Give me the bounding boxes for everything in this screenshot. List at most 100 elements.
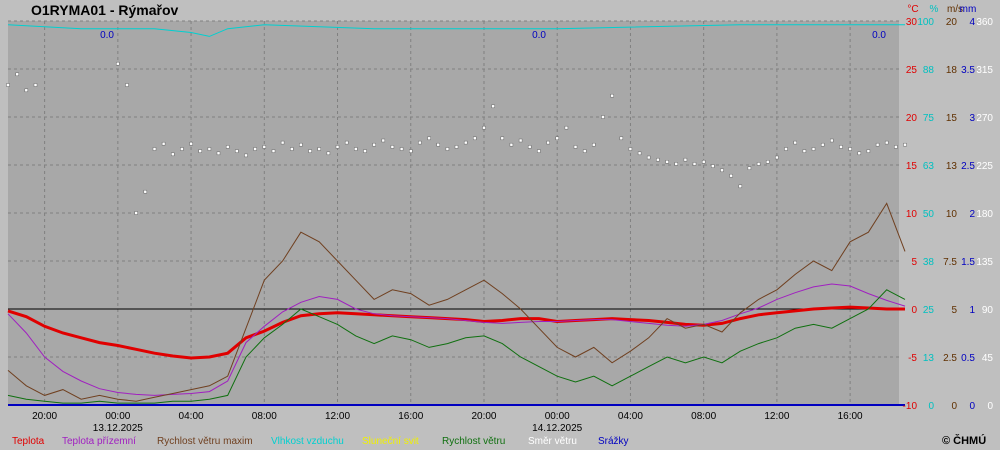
wind-direction-point bbox=[216, 151, 221, 156]
wind-direction-point bbox=[527, 145, 532, 149]
wind-direction-point bbox=[509, 142, 514, 147]
wind-direction-point bbox=[491, 104, 495, 109]
wind-direction-point bbox=[354, 147, 358, 151]
x-tick-label: 08:00 bbox=[252, 411, 277, 422]
wind-direction-point bbox=[125, 83, 129, 87]
legend: Teplota Teplota přízemní Rychlost větru ma… bbox=[12, 436, 629, 447]
y-tick-label: 0 bbox=[911, 305, 917, 316]
y-tick-label: 10 bbox=[946, 209, 958, 220]
wind-direction-point bbox=[299, 142, 303, 147]
y-tick-label: 18 bbox=[946, 65, 958, 76]
x-tick-label: 20:00 bbox=[32, 411, 57, 422]
wind-direction-point bbox=[6, 83, 10, 87]
wind-direction-point bbox=[152, 147, 157, 151]
wind-direction-point bbox=[482, 125, 486, 130]
y-tick-label: 7.5 bbox=[943, 257, 957, 268]
wind-direction-point bbox=[555, 136, 559, 141]
legend-item: Rychlost větru maxim bbox=[157, 436, 253, 447]
y-axis-unit: mm bbox=[960, 4, 977, 15]
wind-direction-point bbox=[875, 142, 880, 147]
wind-direction-point bbox=[564, 125, 569, 130]
wind-direction-point bbox=[656, 157, 660, 162]
wind-direction-point bbox=[674, 162, 678, 166]
x-date-label: 13.12.2025 bbox=[93, 423, 143, 434]
wind-direction-point bbox=[463, 140, 468, 145]
x-tick-label: 00:00 bbox=[105, 411, 130, 422]
y-tick-label: 0 bbox=[928, 401, 934, 412]
wind-direction-point bbox=[500, 136, 505, 141]
y-tick-label: 75 bbox=[923, 113, 935, 124]
wind-direction-point bbox=[518, 138, 523, 143]
y-axis-unit: % bbox=[930, 4, 939, 15]
wind-direction-point bbox=[427, 136, 431, 141]
wind-direction-point bbox=[262, 145, 267, 149]
wind-direction-point bbox=[857, 151, 862, 156]
wind-direction-point bbox=[683, 157, 688, 162]
wind-direction-point bbox=[592, 142, 596, 147]
wind-direction-point bbox=[848, 147, 852, 151]
y-tick-label: 2.5 bbox=[943, 353, 957, 364]
wind-direction-point bbox=[720, 168, 724, 173]
y-tick-label: 5 bbox=[911, 257, 917, 268]
wind-direction-point bbox=[198, 149, 202, 153]
y-axes: 302520151050-5-10°C100887563503825130%20… bbox=[903, 4, 994, 412]
wind-direction-point bbox=[317, 147, 321, 151]
wind-direction-point bbox=[665, 160, 669, 164]
series-line-Vlhkost vzduchu bbox=[7, 24, 905, 37]
wind-direction-point bbox=[418, 140, 422, 145]
y-tick-label: 90 bbox=[982, 305, 994, 316]
wind-direction-point bbox=[811, 147, 816, 151]
y-tick-label: 30 bbox=[906, 17, 918, 28]
y-tick-label: 38 bbox=[923, 257, 935, 268]
wind-direction-point bbox=[171, 152, 175, 157]
x-tick-label: 16:00 bbox=[398, 411, 423, 422]
wind-direction-point bbox=[473, 136, 477, 141]
y-tick-label: 2 bbox=[969, 209, 975, 220]
y-tick-label: 0 bbox=[969, 401, 975, 412]
series-lines bbox=[7, 24, 906, 406]
wind-direction-point bbox=[253, 147, 257, 151]
y-tick-label: 25 bbox=[906, 65, 918, 76]
y-tick-label: 2.5 bbox=[961, 161, 975, 172]
y-tick-label: 225 bbox=[976, 161, 993, 172]
wind-direction-point bbox=[619, 136, 624, 141]
x-tick-label: 00:00 bbox=[545, 411, 570, 422]
wind-direction-point bbox=[573, 145, 578, 149]
wind-direction-point bbox=[290, 147, 294, 151]
wind-direction-point bbox=[207, 147, 212, 151]
legend-item: Vlhkost vzduchu bbox=[271, 436, 344, 447]
wind-direction-point bbox=[161, 141, 166, 146]
wind-direction-point bbox=[610, 93, 614, 98]
chart-title: O1RYMA01 - Rýmařov bbox=[31, 2, 179, 18]
x-tick-label: 08:00 bbox=[691, 411, 716, 422]
precip-labels: 0.0 0.0 0.0 bbox=[100, 30, 886, 41]
wind-direction-point bbox=[830, 138, 834, 143]
y-tick-label: 100 bbox=[917, 17, 934, 28]
wind-direction-point bbox=[335, 145, 340, 149]
legend-item: Rychlost větru bbox=[442, 436, 505, 447]
y-tick-label: 13 bbox=[946, 161, 958, 172]
y-tick-label: 20 bbox=[906, 113, 918, 124]
x-tick-label: 04:00 bbox=[618, 411, 643, 422]
wind-direction-point bbox=[628, 147, 633, 151]
wind-direction-points bbox=[6, 61, 907, 215]
wind-direction-point bbox=[646, 155, 651, 160]
wind-direction-point bbox=[33, 83, 38, 87]
y-tick-label: 13 bbox=[923, 353, 935, 364]
wind-direction-point bbox=[326, 151, 331, 156]
y-tick-label: -5 bbox=[908, 353, 917, 364]
y-tick-label: 1 bbox=[969, 305, 975, 316]
wind-direction-point bbox=[308, 149, 312, 153]
y-tick-label: 15 bbox=[906, 161, 918, 172]
wind-direction-point bbox=[894, 145, 898, 149]
wind-direction-point bbox=[866, 149, 871, 153]
wind-direction-point bbox=[601, 115, 605, 119]
wind-direction-point bbox=[180, 147, 184, 151]
wind-direction-point bbox=[235, 149, 239, 153]
y-tick-label: 4 bbox=[969, 17, 975, 28]
y-tick-label: 5 bbox=[951, 305, 957, 316]
wind-direction-point bbox=[381, 138, 386, 143]
y-tick-label: 360 bbox=[976, 17, 993, 28]
legend-item: Sluneční svit bbox=[362, 436, 419, 447]
y-axis-unit: m/s bbox=[947, 4, 963, 15]
